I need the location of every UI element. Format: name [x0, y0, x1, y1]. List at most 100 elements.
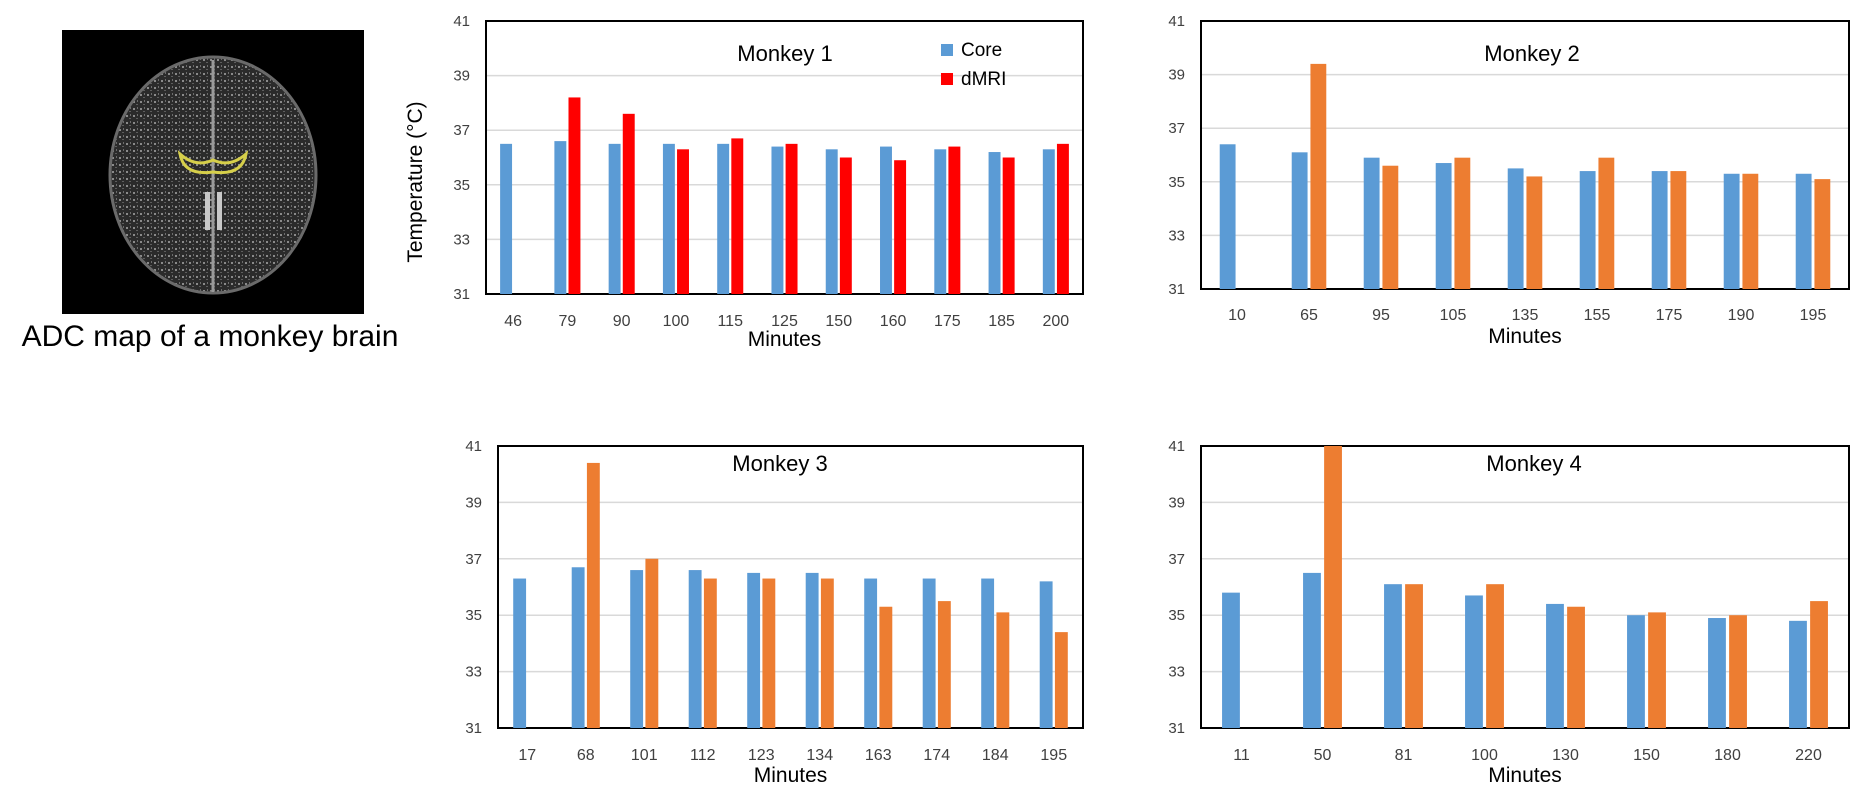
chart-title: Monkey 4 — [1486, 451, 1581, 476]
x-tick-label: 100 — [1471, 747, 1498, 764]
x-tick-label: 174 — [923, 747, 950, 764]
legend-swatch-core — [941, 44, 953, 56]
bar-dmri-174 — [937, 601, 951, 728]
x-tick-label: 220 — [1795, 747, 1822, 764]
x-tick-label: 65 — [1300, 307, 1318, 324]
bar-core-200 — [1042, 149, 1055, 294]
bar-core-160 — [880, 146, 892, 294]
x-tick-label: 101 — [631, 747, 658, 764]
y-tick-label: 31 — [453, 286, 470, 303]
x-tick-label: 190 — [1728, 307, 1755, 324]
chart-monkey-1: 31 33 35 37 39 41 46 79 90 100 115 125 150 160 175 185 2… — [453, 13, 1084, 351]
y-tick-label: 33 — [453, 231, 470, 248]
adc-brain-image — [62, 30, 364, 314]
y-tick-label: 31 — [1168, 281, 1185, 298]
bar-dmri-180 — [1729, 615, 1747, 728]
bar-dmri-79 — [568, 97, 581, 294]
y-tick-label: 35 — [1168, 174, 1185, 191]
y-tick-label: 35 — [1168, 607, 1185, 624]
bar-core-220 — [1789, 620, 1807, 728]
bar-dmri-195 — [1814, 179, 1831, 289]
x-tick-label: 195 — [1800, 307, 1827, 324]
x-tick-label: 150 — [825, 313, 852, 330]
bar-dmri-190 — [1742, 173, 1759, 289]
bar-core-68 — [571, 567, 585, 728]
x-tick-label: 105 — [1440, 307, 1467, 324]
x-tick-label: 180 — [1714, 747, 1741, 764]
x-axis-title: Minutes — [748, 328, 822, 351]
x-axis-title: Minutes — [1488, 764, 1562, 787]
bar-dmri-200 — [1056, 143, 1069, 294]
x-tick-label: 90 — [613, 313, 631, 330]
bar-core-79 — [554, 141, 567, 294]
x-tick-label: 185 — [988, 313, 1015, 330]
y-tick-label: 37 — [453, 122, 470, 139]
bar-core-100 — [1465, 595, 1483, 728]
bar-dmri-125 — [785, 143, 798, 294]
bar-dmri-185 — [1002, 157, 1015, 294]
y-tick-label: 37 — [1168, 120, 1185, 137]
bar-core-101 — [630, 570, 644, 728]
x-tick-label: 68 — [577, 747, 595, 764]
bar-dmri-81 — [1405, 584, 1423, 728]
x-tick-label: 163 — [865, 747, 892, 764]
x-tick-label: 17 — [518, 747, 536, 764]
x-axis-title: Minutes — [754, 764, 828, 787]
bar-dmri-112 — [703, 578, 717, 728]
bar-core-130 — [1546, 603, 1564, 728]
bar-dmri-100 — [1486, 584, 1504, 728]
bar-dmri-90 — [622, 113, 635, 294]
chart-title: Monkey 3 — [732, 451, 827, 476]
bar-dmri-135 — [1526, 176, 1543, 289]
bar-dmri-50 — [1324, 446, 1342, 728]
bar-dmri-184 — [996, 612, 1010, 728]
bar-core-95 — [1363, 157, 1380, 289]
bar-dmri-220 — [1810, 601, 1828, 728]
bar-dmri-123 — [762, 578, 776, 728]
bar-dmri-134 — [820, 578, 834, 728]
bar-dmri-105 — [1454, 157, 1471, 289]
x-tick-label: 200 — [1043, 313, 1070, 330]
brain-scan-graphic — [108, 55, 318, 295]
bar-core-180 — [1708, 618, 1726, 728]
bar-dmri-101 — [645, 558, 659, 728]
bar-dmri-150 — [1648, 612, 1666, 728]
y-tick-label: 39 — [1168, 67, 1185, 84]
y-tick-label: 31 — [465, 720, 482, 737]
x-tick-label: 150 — [1633, 747, 1660, 764]
x-tick-label: 10 — [1228, 307, 1246, 324]
chart-title: Monkey 1 — [737, 41, 832, 66]
bar-core-163 — [864, 578, 878, 728]
x-tick-label: 155 — [1584, 307, 1611, 324]
y-tick-label: 33 — [1168, 664, 1185, 681]
y-tick-label: 33 — [465, 664, 482, 681]
x-tick-label: 11 — [1233, 747, 1250, 764]
bar-dmri-175 — [1670, 171, 1687, 289]
bar-dmri-65 — [1310, 63, 1327, 289]
chart-monkey-2: 31 33 35 37 39 41 10 65 95 105 135 155 175 190 195 Monk… — [1168, 13, 1850, 348]
x-tick-label: 125 — [771, 313, 798, 330]
bar-core-46 — [500, 143, 513, 294]
x-tick-label: 175 — [1656, 307, 1683, 324]
x-tick-label: 134 — [806, 747, 833, 764]
y-tick-label: 33 — [1168, 227, 1185, 244]
bar-core-10 — [1219, 144, 1236, 289]
bar-core-185 — [988, 152, 1001, 294]
bar-core-50 — [1303, 572, 1321, 728]
y-tick-label: 37 — [1168, 551, 1185, 568]
bar-core-81 — [1384, 584, 1402, 728]
bar-core-115 — [717, 143, 730, 294]
bar-core-184 — [981, 578, 995, 728]
bar-dmri-68 — [586, 462, 600, 728]
x-tick-label: 79 — [559, 313, 577, 330]
x-tick-label: 100 — [663, 313, 690, 330]
bar-core-174 — [922, 578, 936, 728]
x-tick-label: 50 — [1314, 747, 1332, 764]
y-tick-label: 39 — [453, 68, 470, 85]
bar-dmri-150 — [839, 157, 852, 294]
bar-core-123 — [747, 572, 761, 728]
x-tick-label: 195 — [1040, 747, 1067, 764]
bar-core-100 — [662, 143, 675, 294]
legend-label-dmri: dMRI — [961, 69, 1006, 90]
